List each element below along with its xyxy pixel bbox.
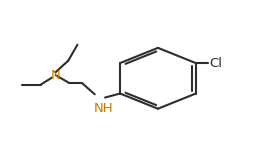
- Text: N: N: [51, 69, 60, 82]
- Text: NH: NH: [94, 102, 114, 115]
- Text: Cl: Cl: [209, 57, 222, 70]
